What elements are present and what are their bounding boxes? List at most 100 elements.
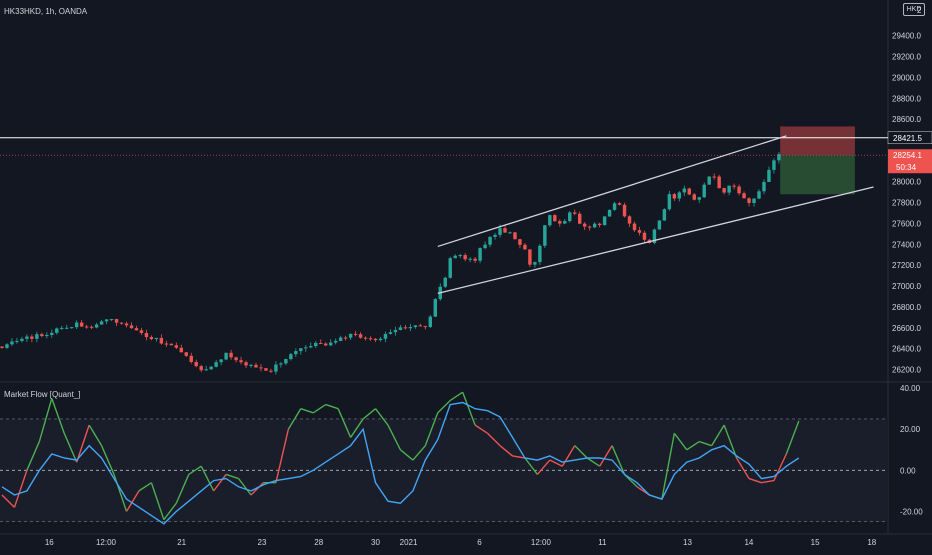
candle-body — [294, 351, 298, 355]
candle-body — [762, 181, 766, 192]
symbol-title[interactable]: HK33HKD, 1h, OANDA — [4, 7, 88, 16]
candle-body — [299, 348, 303, 352]
flow-line-segment — [88, 424, 103, 447]
price-tick-label: 26400.0 — [892, 345, 921, 354]
indicator-title[interactable]: Market Flow [Quant_] — [4, 390, 81, 399]
candle-body — [637, 230, 642, 233]
candle-body — [727, 185, 731, 193]
candle-body — [558, 221, 562, 224]
flow-line-segment — [287, 408, 302, 430]
candle-body — [50, 332, 54, 335]
candle-body — [712, 176, 716, 178]
price-tick-label: 27600.0 — [892, 219, 921, 228]
trade-box[interactable] — [780, 126, 855, 195]
candle-body — [319, 342, 323, 344]
candle-body — [493, 234, 497, 237]
candle-body — [612, 203, 617, 210]
flow-signal-line — [1, 401, 800, 525]
flow-line-segment — [686, 440, 700, 451]
candle-body — [229, 352, 233, 358]
flow-line-segment — [536, 459, 551, 475]
candle-body — [578, 213, 582, 224]
candle-body — [65, 327, 69, 329]
flow-line-segment — [26, 441, 40, 471]
candle-body — [15, 340, 19, 342]
candle-body — [383, 333, 388, 339]
candle-body — [752, 198, 756, 203]
flow-line-segment — [512, 455, 526, 459]
flow-line-segment — [337, 408, 352, 438]
flow-line-segment — [213, 474, 227, 492]
candle-body — [543, 225, 547, 246]
flow-line-segment — [125, 490, 140, 512]
price-tick-label: 27800.0 — [892, 199, 921, 208]
candle-body — [488, 236, 492, 245]
flow-line-segment — [325, 403, 339, 410]
flow-line-segment — [300, 408, 314, 414]
candle-body — [20, 338, 24, 341]
time-tick-label: 21 — [177, 538, 186, 547]
flow-line-segment — [586, 457, 601, 467]
flow-line-segment — [374, 408, 389, 426]
flow-line-segment — [723, 424, 738, 459]
candle-body — [154, 337, 159, 340]
stop-loss-zone — [780, 126, 855, 156]
flow-line-segment — [462, 391, 476, 426]
drawings[interactable] — [0, 135, 888, 295]
flow-line-segment — [350, 418, 364, 438]
price-tick-label: 28800.0 — [892, 94, 921, 103]
indicator-tick-label: -20.00 — [900, 507, 923, 516]
candle-body — [483, 244, 487, 249]
flow-line-segment — [100, 445, 115, 475]
candle-body — [672, 194, 677, 199]
candle-body — [84, 326, 89, 328]
flow-line-segment — [785, 420, 800, 455]
candle-body — [573, 212, 577, 214]
candle-body — [742, 193, 746, 199]
candle-body — [119, 322, 124, 324]
candle-body — [632, 223, 637, 231]
flow-line-segment — [13, 470, 28, 508]
flow-line-segment — [76, 424, 90, 463]
candle-body — [274, 364, 278, 372]
candle-body — [169, 343, 174, 346]
currency-number: 2 — [917, 6, 922, 15]
flow-line-segment — [275, 429, 290, 483]
candle-body — [518, 239, 522, 245]
currency-button[interactable]: HKD — [903, 3, 925, 16]
candle-body — [582, 223, 587, 227]
candle-body — [473, 258, 477, 261]
time-tick-label: 13 — [683, 538, 692, 547]
candle-body — [692, 194, 696, 200]
flow-line-segment — [437, 399, 451, 414]
candle-body — [74, 322, 79, 328]
time-tick-label: 28 — [314, 538, 323, 547]
channel-lower-line — [437, 186, 874, 295]
candle-body — [219, 359, 223, 363]
candle-body — [453, 255, 457, 259]
flow-line-segment — [175, 474, 190, 504]
candle-body — [597, 223, 602, 226]
time-tick-label: 18 — [867, 538, 876, 547]
candle-body — [563, 221, 567, 224]
candle-body — [553, 215, 557, 222]
indicator-tick-label: 20.00 — [900, 425, 921, 434]
candle-body — [398, 327, 403, 330]
candle-body — [373, 338, 378, 341]
candle-body — [622, 204, 627, 217]
flow-line-segment — [38, 398, 53, 442]
candle-body — [602, 216, 607, 226]
candle-body — [353, 333, 358, 335]
candle-body — [10, 341, 14, 345]
candle-body — [363, 337, 368, 339]
candle-body — [707, 176, 711, 185]
price-candles — [0, 151, 781, 375]
indicator-pane — [0, 391, 888, 525]
candle-body — [722, 188, 726, 193]
candle-body — [408, 327, 413, 329]
candle-body — [149, 337, 154, 340]
candle-body — [468, 258, 472, 260]
candle-body — [757, 191, 761, 199]
